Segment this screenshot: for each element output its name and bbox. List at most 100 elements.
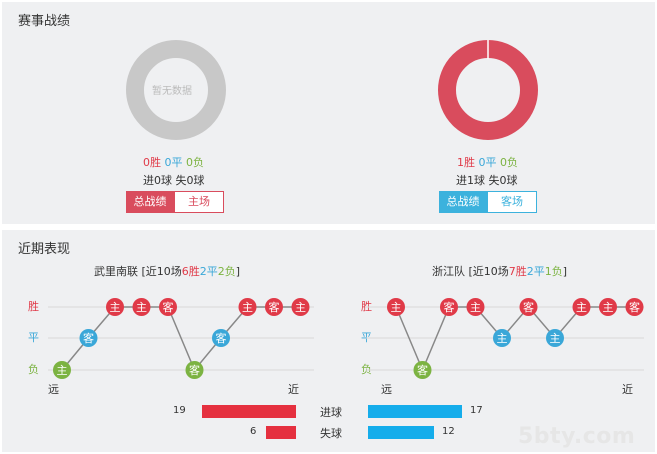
left-match-dot-6 [185, 361, 204, 379]
right-scored-bar [368, 405, 462, 418]
left-tab-home[interactable]: 主场 [174, 191, 224, 213]
right-match-marker-2: 客 [413, 361, 432, 379]
left-goals-against: 失0球 [175, 174, 205, 187]
left-match-marker-9: 客 [265, 298, 283, 316]
right-match-marker-5: 主 [493, 329, 511, 347]
scored-label: 进球 [320, 406, 342, 419]
left-match-marker-1: 主 [53, 361, 71, 379]
site-watermark: 5bty.com [518, 424, 636, 449]
right-match-marker-9: 主 [599, 298, 617, 316]
recent-section-title: 近期表现 [18, 242, 71, 257]
right-conceded-value: 12 [442, 426, 455, 437]
left-match-venue-7: 客 [216, 331, 227, 345]
right-match-venue-6: 客 [523, 300, 534, 314]
left-row-label-loss: 负 [28, 363, 39, 376]
right-team-draws: 2平 [526, 265, 545, 278]
left-match-dot-10 [291, 298, 310, 316]
record-section-title: 赛事战绩 [18, 14, 71, 29]
left-draw-count: 0平 [164, 156, 183, 169]
right-draw-count: 0平 [478, 156, 497, 169]
right-near-label: 近 [622, 383, 633, 396]
left-loss-count: 0负 [186, 156, 204, 169]
right-match-marker-6: 客 [519, 298, 538, 316]
right-form-line [395, 305, 635, 372]
left-match-venue-6: 客 [189, 363, 200, 377]
left-row-label-win: 胜 [28, 300, 39, 313]
left-match-venue-3: 主 [110, 301, 121, 314]
right-match-marker-10: 客 [625, 298, 644, 316]
left-form-line [61, 306, 301, 372]
left-match-venue-4: 主 [136, 301, 147, 314]
right-goals-for: 进1球 [456, 174, 485, 187]
right-conceded-bar [368, 426, 434, 439]
right-match-venue-8: 主 [576, 301, 587, 314]
left-form-chart: 主客主主客客客主客主 [48, 298, 314, 379]
left-team-name: 武里南联 [94, 265, 138, 278]
left-match-dot-7 [212, 329, 230, 347]
left-match-venue-1: 主 [57, 364, 68, 377]
left-match-marker-6: 客 [185, 361, 204, 379]
left-wdl: 0胜 0平 0负 [143, 154, 204, 170]
left-goals: 进0球 失0球 [143, 172, 205, 188]
left-team-draws: 2平 [199, 265, 218, 278]
right-match-dot-6 [519, 298, 538, 316]
conceded-label: 失球 [320, 427, 342, 440]
right-match-venue-10: 客 [629, 300, 640, 314]
left-team-summary-suffix: ] [235, 265, 241, 278]
right-win-count: 1胜 [457, 156, 475, 169]
right-tab-overall[interactable]: 总战绩 [439, 191, 487, 213]
left-scored-bar [202, 405, 296, 418]
right-form-chart: 主客客 主主客主主主客 [366, 298, 644, 379]
left-goals-for: 进0球 [143, 174, 172, 187]
left-near-label: 近 [288, 383, 299, 396]
right-match-venue-4: 主 [470, 301, 481, 314]
left-match-dot-5 [159, 298, 177, 316]
left-record-donut [126, 40, 226, 140]
left-tab-overall[interactable]: 总战绩 [126, 191, 174, 213]
right-match-venue-3: 客 [444, 300, 455, 314]
left-match-venue-5: 客 [163, 300, 174, 314]
left-match-dot-1 [53, 361, 71, 379]
left-win-count: 0胜 [143, 156, 161, 169]
left-match-dot-9 [265, 298, 283, 316]
left-record-tabs: 总战绩 主场 [126, 191, 224, 213]
left-conceded-value: 6 [250, 426, 257, 437]
right-tab-away[interactable]: 客场 [487, 191, 537, 213]
right-donut-ring [438, 40, 538, 140]
left-team-wins: 6胜 [181, 265, 200, 278]
left-row-label-draw: 平 [28, 331, 39, 344]
right-match-marker-4: 主 [466, 298, 485, 316]
right-match-dot-1 [387, 298, 405, 316]
right-far-label: 远 [381, 383, 392, 396]
right-match-venue-5: 主 [497, 332, 508, 345]
left-match-dot-2 [79, 329, 98, 347]
left-match-dot-8 [238, 298, 257, 316]
left-team-title: 武里南联 [近10场6胜2平2负] [94, 263, 240, 279]
no-data-label: 暂无数据 [152, 86, 192, 97]
left-team-summary-prefix: [近10场 [138, 265, 182, 278]
right-loss-count: 0负 [500, 156, 518, 169]
right-team-wins: 7胜 [508, 265, 527, 278]
right-team-title: 浙江队 [近10场7胜2平1负] [432, 263, 567, 279]
left-match-dot-3 [106, 298, 124, 316]
right-match-venue-7: 主 [550, 332, 561, 345]
right-match-dot-2 [413, 361, 432, 379]
right-match-venue-1: 主 [391, 301, 402, 314]
left-match-venue-2: 客 [83, 331, 94, 345]
left-donut-ring [126, 40, 226, 140]
left-match-marker-7: 客 [212, 329, 230, 347]
left-match-marker-2: 客 [79, 329, 98, 347]
right-team-summary-suffix: ] [562, 265, 568, 278]
left-match-marker-8: 主 [238, 298, 257, 316]
right-match-dot-5 [493, 329, 511, 347]
right-goals-against: 失0球 [488, 174, 518, 187]
recent-panel: 近期表现 武里南联 [近10场6胜2平2负] 浙江队 [近10场7胜2平1负] … [2, 230, 655, 452]
right-scored-value: 17 [470, 405, 483, 416]
right-team-summary-prefix: [近10场 [465, 265, 509, 278]
right-match-marker-3: 客 [440, 298, 458, 316]
left-team-losses: 2负 [217, 265, 236, 278]
right-match-dot-3 [440, 298, 458, 316]
right-match-venue-9: 主 [603, 301, 614, 314]
right-record-tabs: 总战绩 客场 [439, 191, 537, 213]
left-match-marker-4: 主 [132, 298, 151, 316]
